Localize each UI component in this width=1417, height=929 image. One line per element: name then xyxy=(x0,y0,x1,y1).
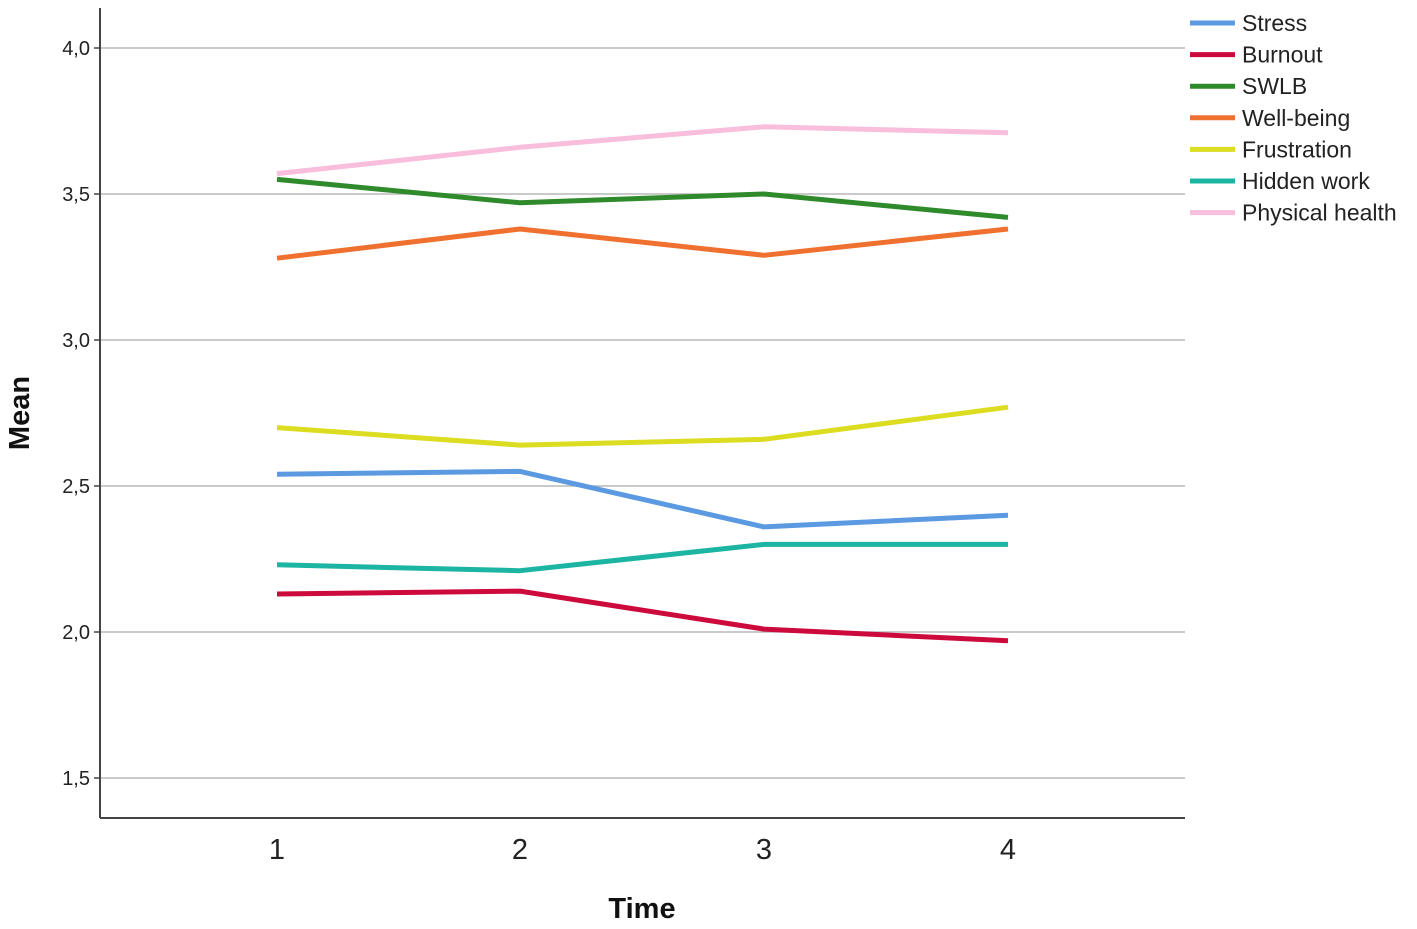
y-tick-label: 1,5 xyxy=(62,768,90,790)
legend-label-burnout: Burnout xyxy=(1242,42,1323,68)
y-tick-label: 3,5 xyxy=(62,184,90,206)
legend-label-hidden-work: Hidden work xyxy=(1242,168,1370,194)
axes xyxy=(99,8,1185,819)
y-axis-title: Mean xyxy=(4,376,36,450)
x-tick-labels: 1 2 3 4 xyxy=(269,834,1016,866)
x-tick-label: 2 xyxy=(512,834,528,866)
series-line-burnout xyxy=(276,588,1009,644)
x-tick-label: 3 xyxy=(756,834,772,866)
series-line-physical-health xyxy=(276,124,1009,177)
y-tick-label: 2,0 xyxy=(62,622,90,644)
y-tick-labels: 1,5 2,0 2,5 3,0 3,5 4,0 xyxy=(62,38,90,790)
legend: Stress Burnout SWLB Well-being Frustration Hi… xyxy=(1190,10,1397,226)
gridlines xyxy=(94,47,1185,779)
series-line-frustration xyxy=(276,404,1009,448)
x-tick-label: 4 xyxy=(1000,834,1016,866)
y-tick-label: 4,0 xyxy=(62,38,90,60)
series-lines xyxy=(276,124,1009,644)
series-line-swlb xyxy=(276,176,1009,220)
series-line-hidden-work xyxy=(276,541,1008,574)
legend-label-stress: Stress xyxy=(1242,10,1307,36)
y-tick-label: 2,5 xyxy=(62,476,90,498)
series-line-stress xyxy=(276,468,1009,530)
legend-label-well-being: Well-being xyxy=(1242,105,1350,131)
x-tick-label: 1 xyxy=(269,834,285,866)
y-tick-label: 3,0 xyxy=(62,330,90,352)
legend-label-physical-health: Physical health xyxy=(1242,200,1397,226)
series-line-well-being xyxy=(276,226,1009,261)
legend-label-frustration: Frustration xyxy=(1242,136,1352,162)
legend-label-swlb: SWLB xyxy=(1242,73,1307,99)
x-axis-title: Time xyxy=(608,893,675,925)
